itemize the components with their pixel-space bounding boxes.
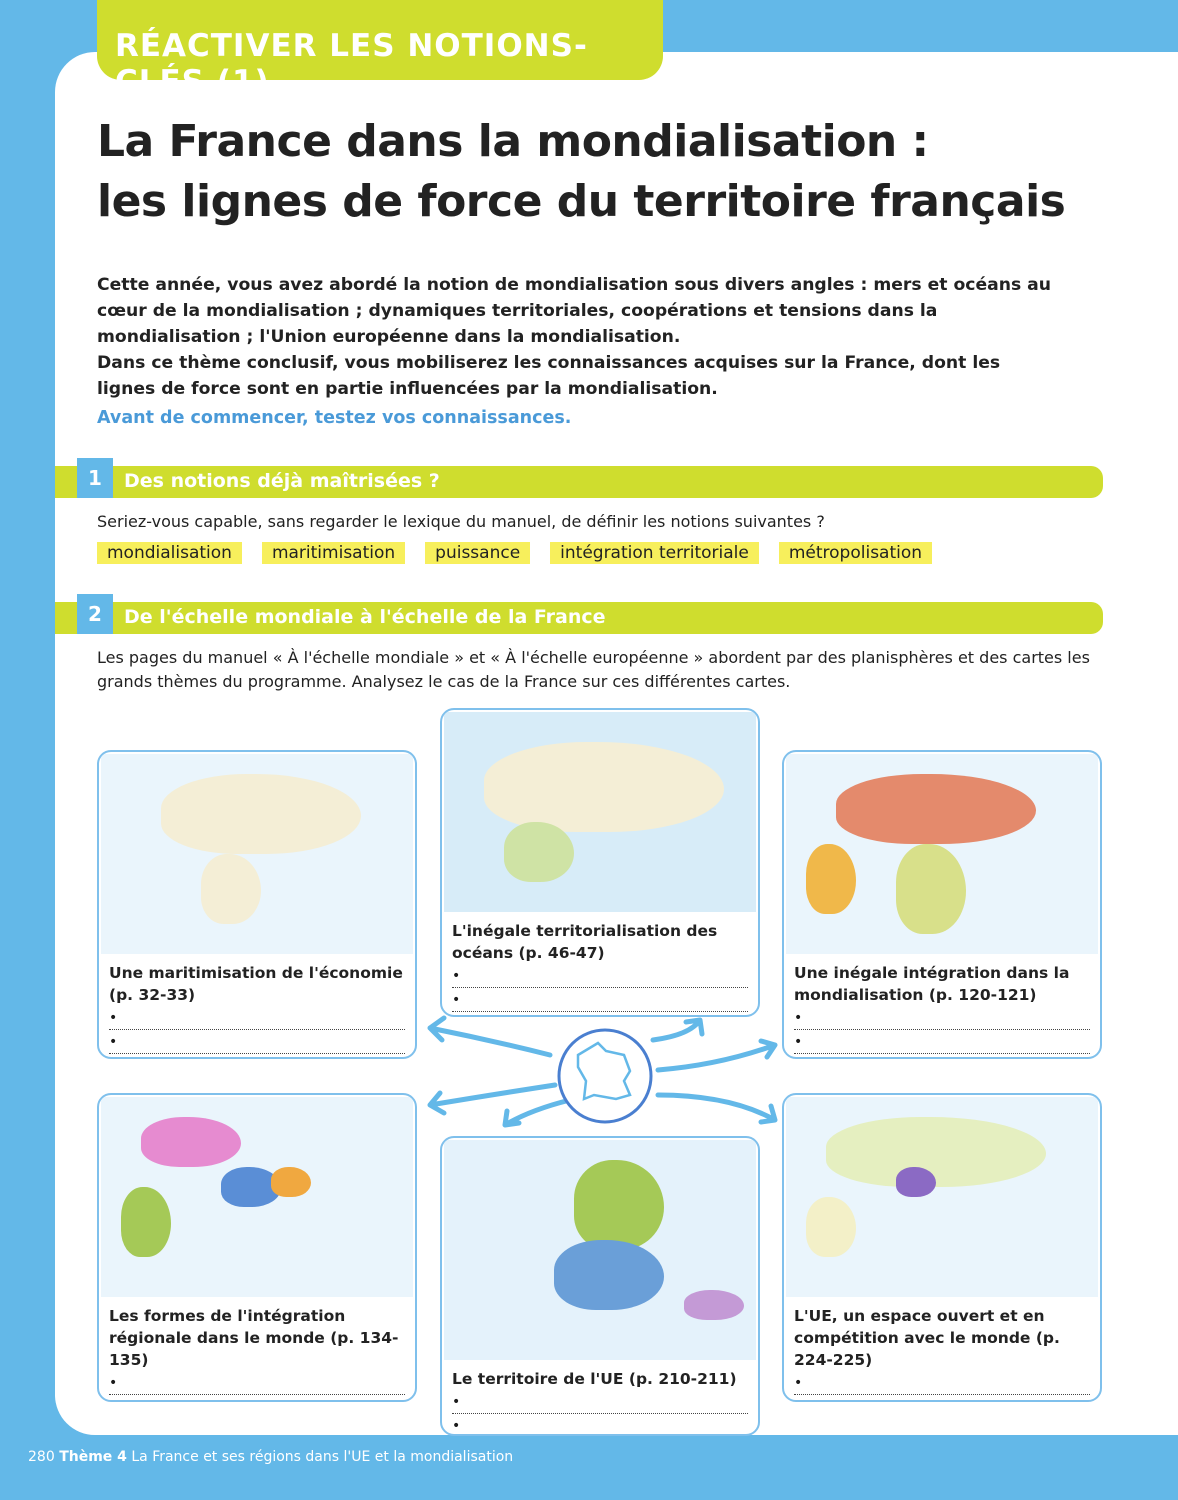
title-line-1: La France dans la mondialisation : <box>97 116 929 167</box>
answer-line[interactable]: • <box>109 1032 405 1054</box>
card-caption: L'inégale territorialisation des océans … <box>452 922 718 962</box>
intro-paragraph-1: Cette année, vous avez abordé la notion … <box>97 275 1052 347</box>
map-thumbnail <box>101 754 413 954</box>
arrow-icon <box>655 1038 778 1073</box>
map-card-eu-territory[interactable]: Le territoire de l'UE (p. 210-211) • • <box>440 1136 760 1436</box>
map-thumbnail <box>786 1097 1098 1297</box>
section-title: Des notions déjà maîtrisées ? <box>124 470 440 492</box>
answer-line[interactable]: • <box>109 1008 405 1030</box>
arrow-icon <box>427 1015 553 1058</box>
notions-list: mondialisation maritimisation puissance … <box>97 542 933 564</box>
section-number: 2 <box>77 594 113 634</box>
intro-paragraph-2: Dans ce thème conclusif, vous mobilisere… <box>97 353 1001 399</box>
answer-line[interactable]: • <box>452 1416 748 1434</box>
answer-line[interactable]: • <box>452 966 748 988</box>
banner: RÉACTIVER LES NOTIONS-CLÉS (1) <box>97 0 663 100</box>
map-card-oceans[interactable]: L'inégale territorialisation des océans … <box>440 708 760 1017</box>
section-2-header: 2 De l'échelle mondiale à l'échelle de l… <box>55 594 1103 634</box>
arrow-icon <box>655 1092 778 1125</box>
card-caption: Une inégale intégration dans la mondiali… <box>794 964 1070 1004</box>
section-1-header: 1 Des notions déjà maîtrisées ? <box>55 458 1103 498</box>
section-1-question: Seriez-vous capable, sans regarder le le… <box>97 512 825 531</box>
answer-line[interactable]: • <box>452 990 748 1012</box>
page-title: La France dans la mondialisation : les l… <box>97 112 1066 232</box>
card-caption: Le territoire de l'UE (p. 210-211) <box>452 1370 737 1388</box>
section-number: 1 <box>77 458 113 498</box>
answer-line[interactable]: • <box>794 1373 1090 1395</box>
footer-text: La France et ses régions dans l'UE et la… <box>131 1449 514 1465</box>
title-line-2: les lignes de force du territoire frança… <box>97 176 1066 227</box>
footer-theme: Thème 4 <box>59 1449 127 1465</box>
arrow-icon <box>427 1082 558 1116</box>
notion-tag: maritimisation <box>261 542 406 564</box>
answer-line[interactable]: • <box>109 1373 405 1395</box>
map-thumbnail <box>444 712 756 912</box>
map-card-integration[interactable]: Une inégale intégration dans la mondiali… <box>782 750 1102 1059</box>
answer-line[interactable]: • <box>794 1032 1090 1054</box>
page-number: 280 <box>28 1449 55 1465</box>
arrow-icon <box>502 1097 573 1128</box>
map-thumbnail <box>444 1140 756 1360</box>
notion-tag: métropolisation <box>778 542 933 564</box>
map-card-eu-open-space[interactable]: L'UE, un espace ouvert et en compétition… <box>782 1093 1102 1402</box>
card-caption: Une maritimisation de l'économie (p. 32-… <box>109 964 403 1004</box>
page-footer: 280 Thème 4 La France et ses régions dan… <box>28 1449 513 1465</box>
map-card-regional-integration[interactable]: Les formes de l'intégration régionale da… <box>97 1093 417 1402</box>
call-to-action: Avant de commencer, testez vos connaissa… <box>97 408 572 428</box>
arrow-icon <box>650 1017 705 1043</box>
section-title: De l'échelle mondiale à l'échelle de la … <box>124 606 606 628</box>
answer-line[interactable]: • <box>109 1397 405 1400</box>
card-caption: Les formes de l'intégration régionale da… <box>109 1307 399 1369</box>
section-2-text: Les pages du manuel « À l'échelle mondia… <box>97 648 1090 691</box>
notion-tag: puissance <box>425 542 531 564</box>
answer-line[interactable]: • <box>794 1397 1090 1400</box>
answer-line[interactable]: • <box>794 1008 1090 1030</box>
notion-tag: intégration territoriale <box>550 542 759 564</box>
map-thumbnail <box>786 754 1098 954</box>
notion-tag: mondialisation <box>97 542 242 564</box>
map-thumbnail <box>101 1097 413 1297</box>
map-card-maritimisation[interactable]: Une maritimisation de l'économie (p. 32-… <box>97 750 417 1059</box>
answer-line[interactable]: • <box>452 1392 748 1414</box>
france-outline-icon <box>576 1041 632 1101</box>
card-caption: L'UE, un espace ouvert et en compétition… <box>794 1307 1060 1369</box>
intro: Cette année, vous avez abordé la notion … <box>97 272 1057 402</box>
france-globe-icon <box>557 1028 653 1124</box>
